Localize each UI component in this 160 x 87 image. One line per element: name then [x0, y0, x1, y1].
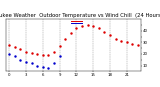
Title: Milwaukee Weather  Outdoor Temperature vs Wind Chill  (24 Hours): Milwaukee Weather Outdoor Temperature vs…	[0, 13, 160, 18]
